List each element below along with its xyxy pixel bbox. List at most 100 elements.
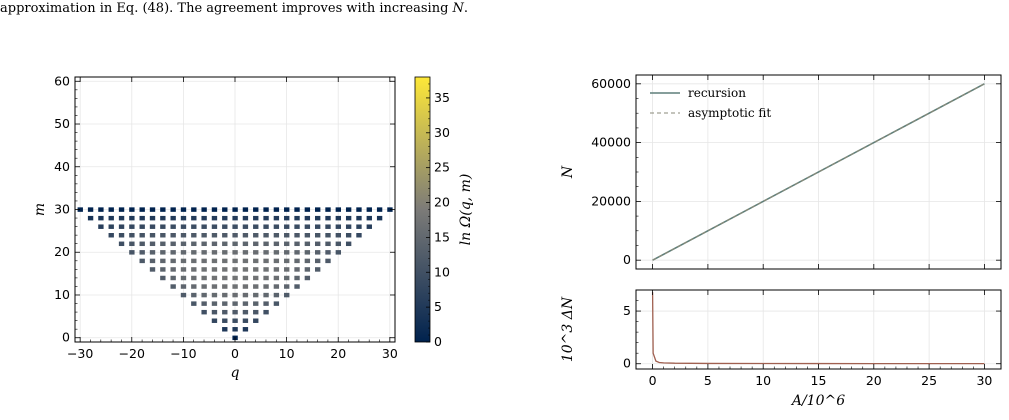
heatmap-cell — [201, 309, 207, 315]
heatmap-cell — [315, 258, 321, 264]
heatmap-cell — [263, 250, 269, 255]
x-tick-label: 20 — [866, 373, 882, 388]
heatmap-cell — [294, 267, 300, 272]
heatmap-cell — [108, 207, 114, 212]
heatmap-cell — [253, 275, 259, 281]
x-tick-label: −30 — [67, 346, 93, 361]
heatmap-cell — [211, 275, 218, 281]
heatmap-cell — [180, 292, 187, 298]
heatmap-cell — [304, 233, 311, 238]
heatmap-cell — [149, 207, 156, 212]
x-axis-label: q — [231, 365, 240, 381]
heatmap-cell — [108, 224, 114, 229]
heatmap-cell — [242, 250, 249, 255]
heatmap-cell — [160, 250, 166, 255]
heatmap-cell — [356, 215, 362, 221]
heatmap-cell — [242, 215, 249, 221]
caption-end: . — [463, 1, 469, 16]
heatmap-cell — [180, 241, 187, 247]
heatmap-cell — [149, 215, 156, 221]
colorbar-tick-label: 35 — [434, 90, 450, 105]
series-residual — [651, 292, 985, 365]
heatmap-cell — [222, 233, 228, 238]
heatmap-cell — [180, 275, 187, 281]
heatmap-cell — [191, 250, 197, 255]
heatmap-cell — [273, 284, 280, 289]
heatmap-cell — [304, 241, 311, 247]
x-tick-label: 30 — [976, 373, 992, 388]
heatmap-cell — [335, 241, 342, 247]
heatmap-cell — [294, 275, 300, 281]
heatmap-cell — [222, 309, 228, 315]
heatmap-cell — [98, 207, 104, 212]
colorbar-tick-label: 5 — [434, 299, 442, 314]
heatmap-cell — [284, 215, 290, 221]
heatmap-cell — [191, 284, 197, 289]
heatmap-cell — [263, 284, 269, 289]
heatmap-cell — [222, 301, 228, 306]
heatmap-cell — [108, 215, 114, 221]
heatmap-cell — [304, 215, 311, 221]
legend-label-recursion: recursion — [688, 86, 746, 100]
heatmap-cell — [191, 258, 197, 264]
heatmap-cell — [242, 327, 249, 332]
heatmap-cell — [201, 267, 207, 272]
heatmap-cell — [273, 250, 280, 255]
y-tick-label: 60000 — [591, 76, 631, 91]
heatmap-cell — [315, 215, 321, 221]
heatmap-cell — [118, 233, 125, 238]
heatmap-cell — [284, 241, 290, 247]
heatmap-cell — [325, 215, 331, 221]
x-tick-label: 15 — [811, 373, 827, 388]
heatmap-cell — [129, 215, 135, 221]
heatmap-cell — [232, 250, 238, 255]
series-layer — [652, 83, 985, 261]
heatmap-cell — [180, 233, 187, 238]
heatmap-cell — [222, 292, 228, 298]
heatmap-cell — [253, 241, 259, 247]
heatmap-cell — [201, 224, 207, 229]
heatmap-cell — [98, 215, 104, 221]
heatmap-cell — [263, 292, 269, 298]
series-recursion — [652, 83, 985, 261]
colorbar-tick-label: 25 — [434, 160, 450, 175]
heatmap-cell — [273, 267, 280, 272]
x-tick-label: 5 — [704, 373, 712, 388]
heatmap-cell — [335, 250, 342, 255]
heatmap-cell — [211, 309, 218, 315]
heatmap-cell — [376, 207, 383, 212]
heatmap-cell — [170, 224, 176, 229]
heatmap-cell — [149, 267, 156, 272]
heatmap-cell — [201, 241, 207, 247]
heatmap-cell — [118, 215, 125, 221]
figure-caption: approximation in Eq. (48). The agreement… — [0, 1, 1005, 16]
heatmap-cell — [201, 233, 207, 238]
x-tick-label: 25 — [921, 373, 937, 388]
heatmap-cell — [222, 327, 228, 332]
heatmap-cell — [315, 207, 321, 212]
heatmap-cell — [294, 215, 300, 221]
heatmap-cell — [211, 224, 218, 229]
heatmap-cell — [201, 215, 207, 221]
heatmap-cell — [273, 301, 280, 306]
x-tick-label: 0 — [649, 373, 657, 388]
heatmap-cell — [366, 224, 372, 229]
y-tick-label: 5 — [623, 303, 631, 318]
heatmap-cell — [335, 215, 342, 221]
heatmap-cell — [356, 207, 362, 212]
heatmap-cell — [304, 207, 311, 212]
y-tick-label: 20000 — [591, 193, 631, 208]
heatmap-cell — [211, 301, 218, 306]
heatmap-cell — [180, 215, 187, 221]
heatmap-cell — [253, 292, 259, 298]
heatmap-cell — [263, 215, 269, 221]
heatmap-cell — [211, 233, 218, 238]
heatmap-cell — [242, 275, 249, 281]
heatmap-cell — [242, 284, 249, 289]
heatmap-cell — [191, 292, 197, 298]
heatmap-cell — [191, 233, 197, 238]
heatmap-cell — [315, 233, 321, 238]
heatmap-cell — [170, 215, 176, 221]
x-tick-label: 0 — [231, 346, 239, 361]
heatmap-cell — [356, 233, 362, 238]
